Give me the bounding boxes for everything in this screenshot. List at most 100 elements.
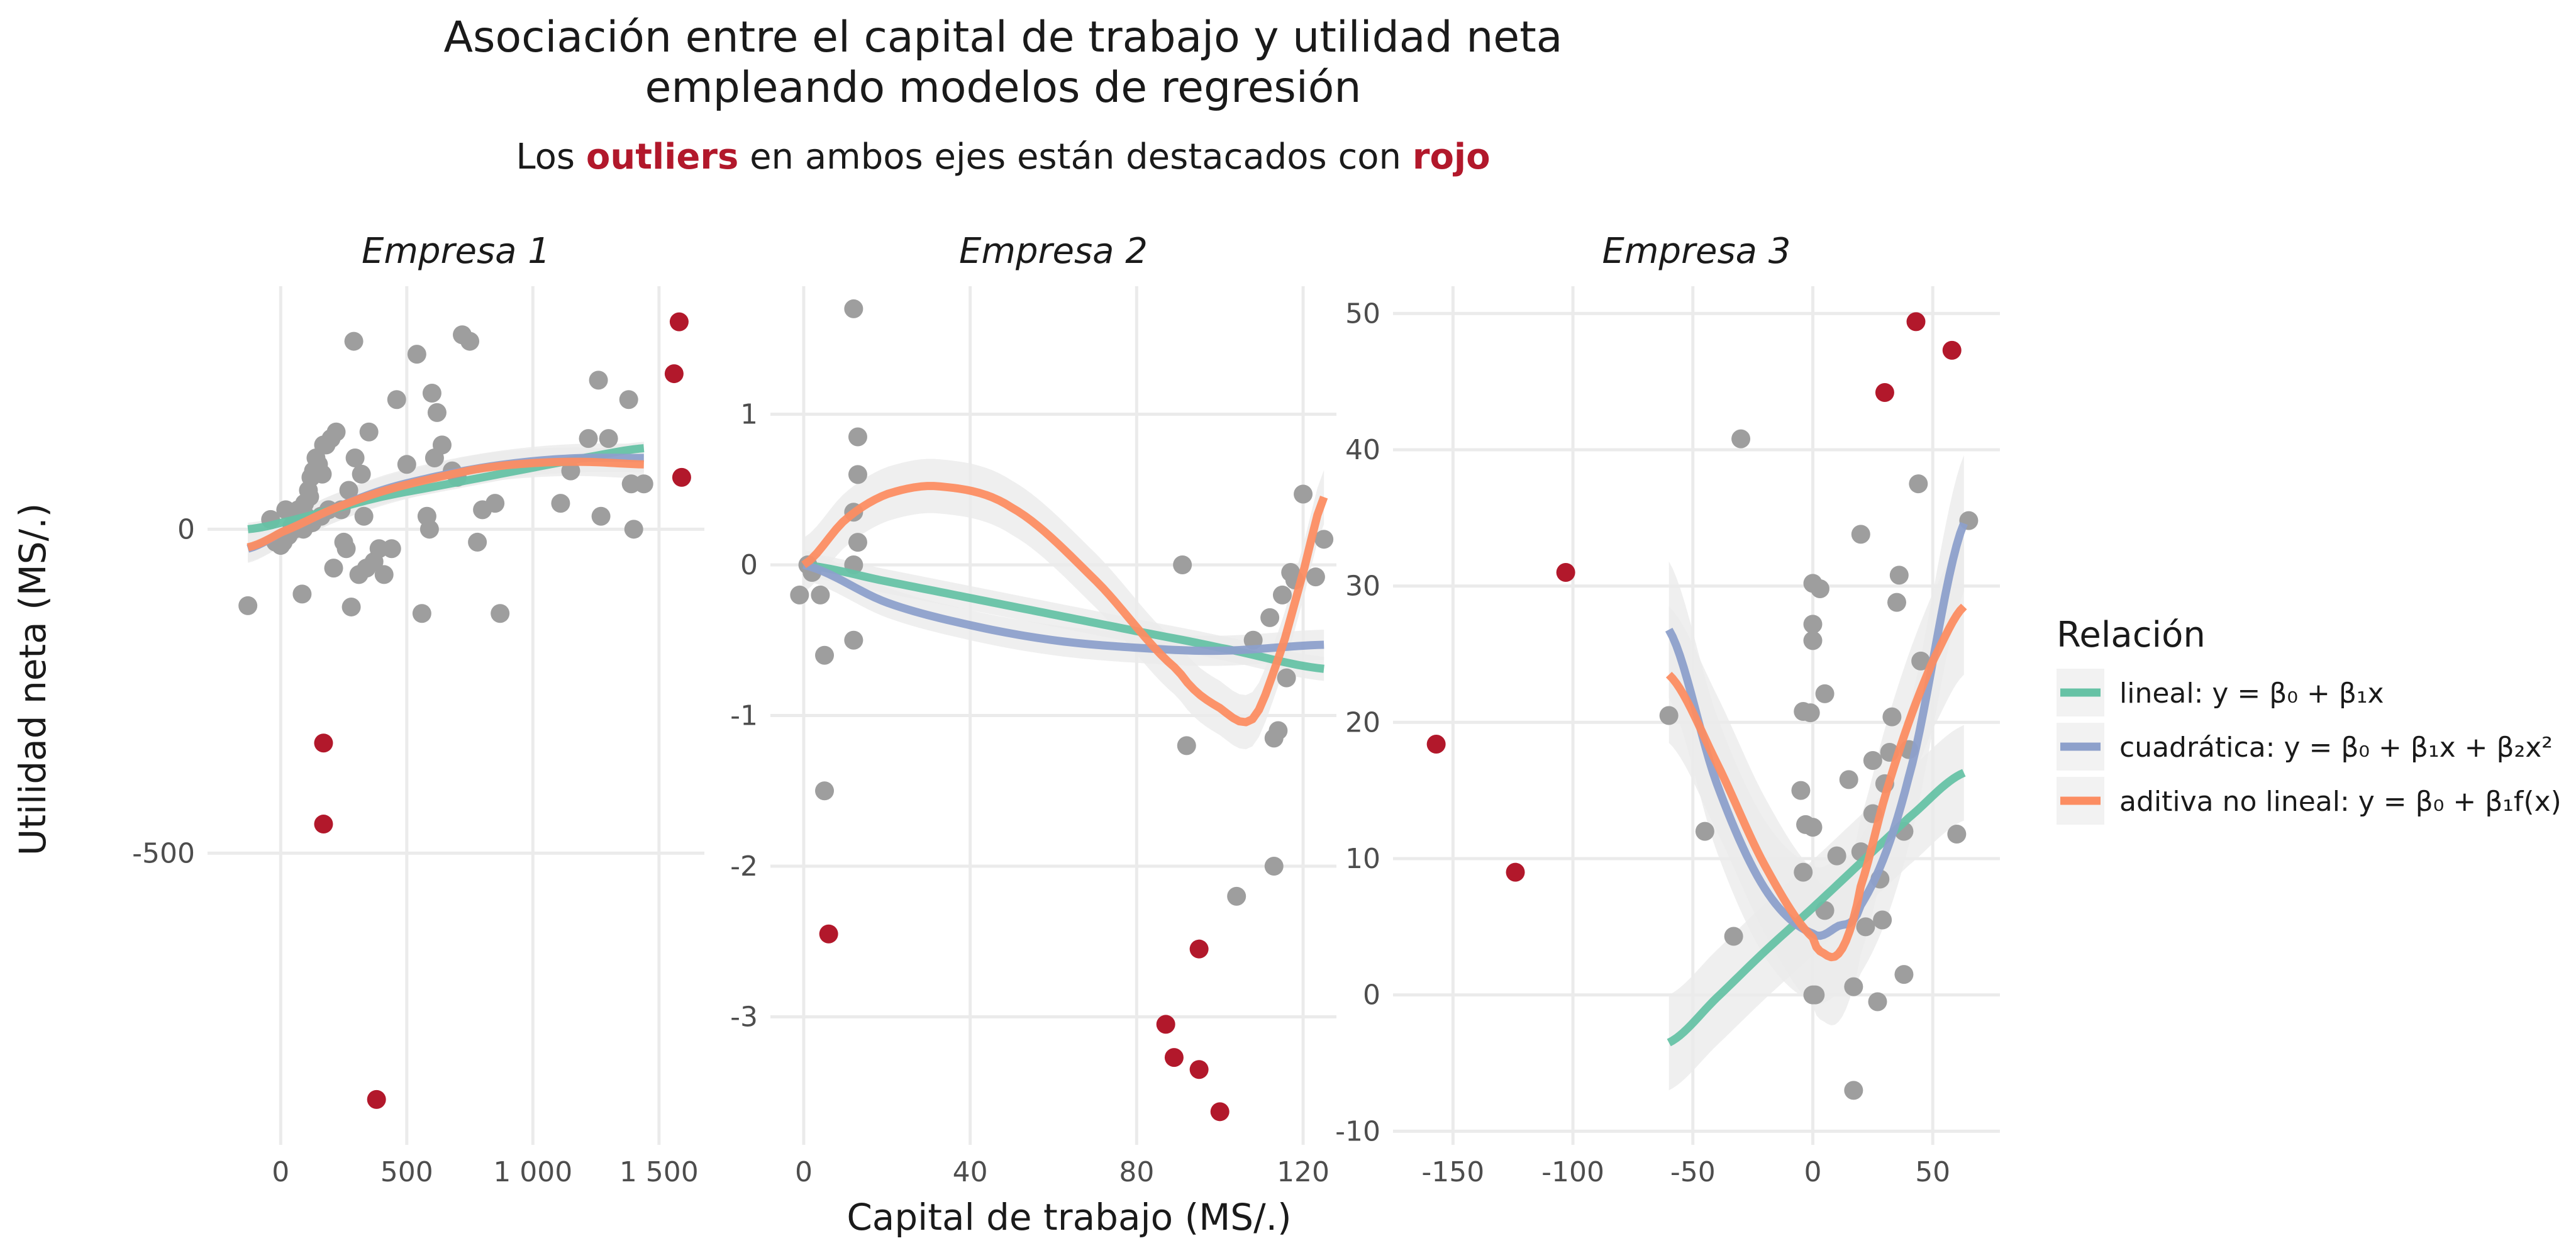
data-point: [374, 565, 394, 584]
data-point: [387, 390, 406, 410]
x-tick-label: 0: [272, 1156, 289, 1188]
data-point: [1269, 721, 1288, 740]
data-point: [1844, 977, 1863, 996]
x-tick-label: 0: [795, 1156, 813, 1188]
x-tick-label: 40: [953, 1156, 988, 1188]
data-point: [1815, 684, 1835, 703]
y-tick-label: 40: [1345, 434, 1380, 466]
data-point: [1851, 525, 1870, 544]
data-point: [811, 585, 830, 604]
data-point: [300, 487, 319, 506]
data-point: [460, 332, 480, 351]
data-point: [1659, 706, 1679, 725]
data-point: [344, 332, 364, 351]
data-point: [486, 494, 505, 513]
data-point: [1806, 985, 1825, 1005]
outlier-point: [314, 733, 333, 753]
data-point: [324, 559, 343, 578]
data-point: [427, 403, 447, 422]
data-point: [589, 370, 608, 390]
fit-line-lineal: [1667, 769, 1966, 1047]
data-point: [599, 429, 618, 448]
y-tick-label: -3: [730, 1001, 758, 1033]
data-point: [844, 299, 863, 318]
data-point: [815, 645, 835, 665]
data-point: [579, 429, 598, 448]
data-point: [790, 585, 809, 604]
data-point: [1889, 566, 1909, 585]
confidence-band-aditiva: [248, 447, 644, 562]
outlier-point: [1189, 939, 1209, 959]
y-tick-label: 0: [1363, 979, 1380, 1011]
fit-line-aditiva: [801, 482, 1328, 727]
legend: Relación lineal: y = β₀ + β₁x cuadrática:…: [2057, 615, 2562, 825]
confidence-band-aditiva: [803, 459, 1324, 750]
data-point: [491, 604, 510, 623]
outlier-point: [1906, 312, 1926, 332]
fit-line-aditiva: [1665, 603, 1967, 962]
data-point: [1887, 593, 1906, 612]
outlier-point: [1942, 340, 1962, 360]
data-point: [1731, 429, 1751, 448]
y-tick-label: -10: [1335, 1115, 1380, 1147]
data-point: [1873, 910, 1892, 930]
data-point: [1803, 818, 1823, 837]
data-point: [848, 427, 867, 447]
y-tick-label: 0: [740, 549, 758, 581]
x-tick-label: 1 500: [619, 1156, 699, 1188]
subtitle-highlight-rojo: rojo: [1413, 136, 1491, 177]
data-point: [1827, 846, 1846, 866]
data-point: [1894, 965, 1914, 984]
data-point: [359, 422, 379, 442]
outlier-point: [1875, 383, 1894, 402]
x-tick-label: 80: [1119, 1156, 1154, 1188]
x-tick-label: 50: [1915, 1156, 1950, 1188]
x-tick-label: 0: [1804, 1156, 1821, 1188]
data-point: [1294, 484, 1313, 504]
outlier-point: [1556, 563, 1575, 582]
data-point: [1868, 992, 1887, 1011]
subtitle-mid: en ambos ejes están destacados con: [738, 136, 1413, 177]
legend-label-aditiva: aditiva no lineal: y = β₀ + β₁f(x): [2119, 786, 2562, 818]
y-tick-label: -1: [730, 700, 758, 732]
data-point: [1911, 651, 1931, 671]
data-point: [1801, 703, 1820, 723]
x-tick-label: 1 000: [493, 1156, 572, 1188]
y-tick-label: 30: [1345, 571, 1380, 603]
outlier-point: [1189, 1060, 1209, 1079]
facet-title: Empresa 3: [1602, 231, 1791, 272]
data-point: [468, 532, 487, 552]
data-point: [844, 630, 863, 650]
data-point: [1810, 579, 1829, 598]
data-point: [354, 506, 374, 526]
data-point: [422, 383, 441, 403]
data-point: [238, 596, 258, 615]
data-point: [397, 455, 416, 474]
data-point: [339, 481, 358, 500]
chart-subtitle: Los outliers en ambos ejes están destaca…: [516, 136, 1490, 177]
data-point: [1177, 736, 1196, 755]
data-point: [1844, 1081, 1863, 1100]
data-point: [1724, 927, 1743, 946]
legend-title: Relación: [2057, 615, 2206, 655]
data-point: [382, 539, 401, 559]
data-point: [551, 494, 570, 513]
data-point: [419, 520, 439, 539]
data-point: [848, 533, 867, 552]
y-tick-label: 20: [1345, 706, 1380, 738]
data-point: [561, 461, 580, 481]
y-axis-title: Utilidad neta (MS/.): [11, 503, 54, 855]
outlier-point: [1506, 862, 1525, 882]
legend-label-lineal: lineal: y = β₀ + β₁x: [2119, 677, 2384, 710]
chart-title-line-2: empleando modelos de regresión: [645, 63, 1362, 113]
fit-line-aditiva: [247, 457, 644, 552]
y-tick-label: 50: [1345, 298, 1380, 330]
data-point: [1277, 668, 1296, 688]
data-point: [1947, 825, 1967, 844]
data-point: [1882, 707, 1902, 727]
data-point: [1314, 530, 1334, 549]
data-point: [345, 448, 365, 467]
outlier-point: [819, 924, 838, 944]
